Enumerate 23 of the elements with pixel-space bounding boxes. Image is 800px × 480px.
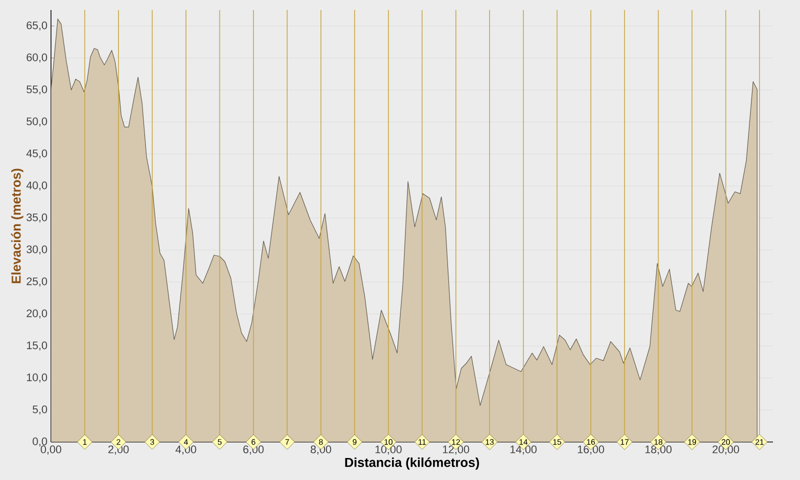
y-tick-label: 60,0 — [26, 53, 48, 63]
x-tick-label: 12,00 — [442, 446, 470, 455]
y-tick-label: 0,0 — [32, 437, 48, 447]
y-tick-label: 65,0 — [26, 21, 48, 31]
y-tick-label: 55,0 — [26, 85, 48, 95]
x-axis-title: Distancia (kilómetros) — [345, 457, 479, 470]
y-tick-label: 5,0 — [32, 405, 48, 415]
y-tick-label: 10,0 — [26, 373, 48, 383]
x-tick-label: 18,00 — [645, 446, 672, 455]
y-axis-title: Elevación (metros) — [11, 168, 24, 284]
y-tick-label: 50,0 — [26, 117, 48, 127]
y-tick-label: 15,0 — [26, 341, 48, 351]
x-tick-label: 16,00 — [578, 446, 604, 455]
x-tick-label: 20,00 — [712, 446, 740, 455]
y-tick-label: 45,0 — [26, 149, 48, 159]
y-tick-label: 30,0 — [26, 245, 48, 255]
y-tick-label: 20,0 — [26, 309, 48, 319]
y-tick-label: 40,0 — [26, 181, 48, 191]
y-tick-label: 25,0 — [26, 277, 48, 287]
x-tick-label: 14,00 — [510, 446, 537, 455]
y-tick-label: 35,0 — [26, 213, 48, 223]
x-tick-label: 0,00 — [40, 446, 62, 455]
x-tick-label: 10,00 — [376, 446, 402, 455]
